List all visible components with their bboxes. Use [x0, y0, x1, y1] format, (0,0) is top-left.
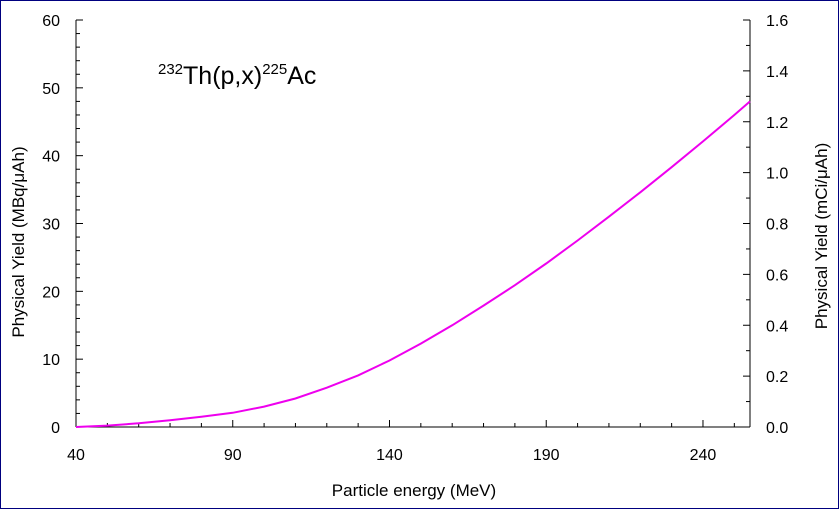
x-tick-label: 40: [67, 447, 85, 464]
y-tick-label: 10: [42, 352, 60, 369]
y2-axis-title: Physical Yield (mCi/μAh): [812, 143, 831, 329]
y-tick-label: 50: [42, 81, 60, 98]
y2-tick-label: 1.2: [766, 115, 788, 132]
y-tick-label: 0: [51, 420, 60, 437]
reaction-annotation: 232Th(p,x)225Ac: [158, 61, 316, 90]
y2-tick-label: 0.8: [766, 217, 788, 234]
x-tick-label: 90: [224, 447, 242, 464]
annotation-sup-232: 232: [158, 61, 183, 78]
y2-tick-label: 0.6: [766, 267, 788, 284]
series-layer: [75, 100, 751, 428]
y-tick-label: 60: [42, 13, 60, 30]
ticks: [75, 19, 750, 428]
annotation-ac: Ac: [287, 62, 316, 90]
axes: [75, 20, 751, 428]
y-tick-label: 20: [42, 284, 60, 301]
y2-tick-label: 0.0: [766, 420, 788, 437]
annotation-th-px: Th(p,x): [183, 62, 262, 90]
y-axis-title: Physical Yield (MBq/μAh): [9, 146, 28, 337]
y2-tick-label: 1.0: [766, 166, 788, 183]
x-tick-label: 240: [690, 447, 717, 464]
x-tick-label: 190: [533, 447, 560, 464]
y2-tick-label: 0.2: [766, 369, 788, 386]
yield-curve: [75, 100, 751, 428]
y2-tick-label: 1.6: [766, 13, 788, 30]
tick-labels: 40 90 140 190 240 0 10 20 30 40 50 60 0.0 0.2 0.4 0.6 0.…: [42, 13, 788, 464]
x-tick-label: 140: [376, 447, 403, 464]
y-tick-label: 30: [42, 217, 60, 234]
y2-tick-label: 0.4: [766, 318, 788, 335]
annotation-sup-225: 225: [262, 61, 287, 78]
y2-tick-label: 1.4: [766, 64, 788, 81]
x-axis-title: Particle energy (MeV): [332, 481, 496, 500]
y-tick-label: 40: [42, 149, 60, 166]
